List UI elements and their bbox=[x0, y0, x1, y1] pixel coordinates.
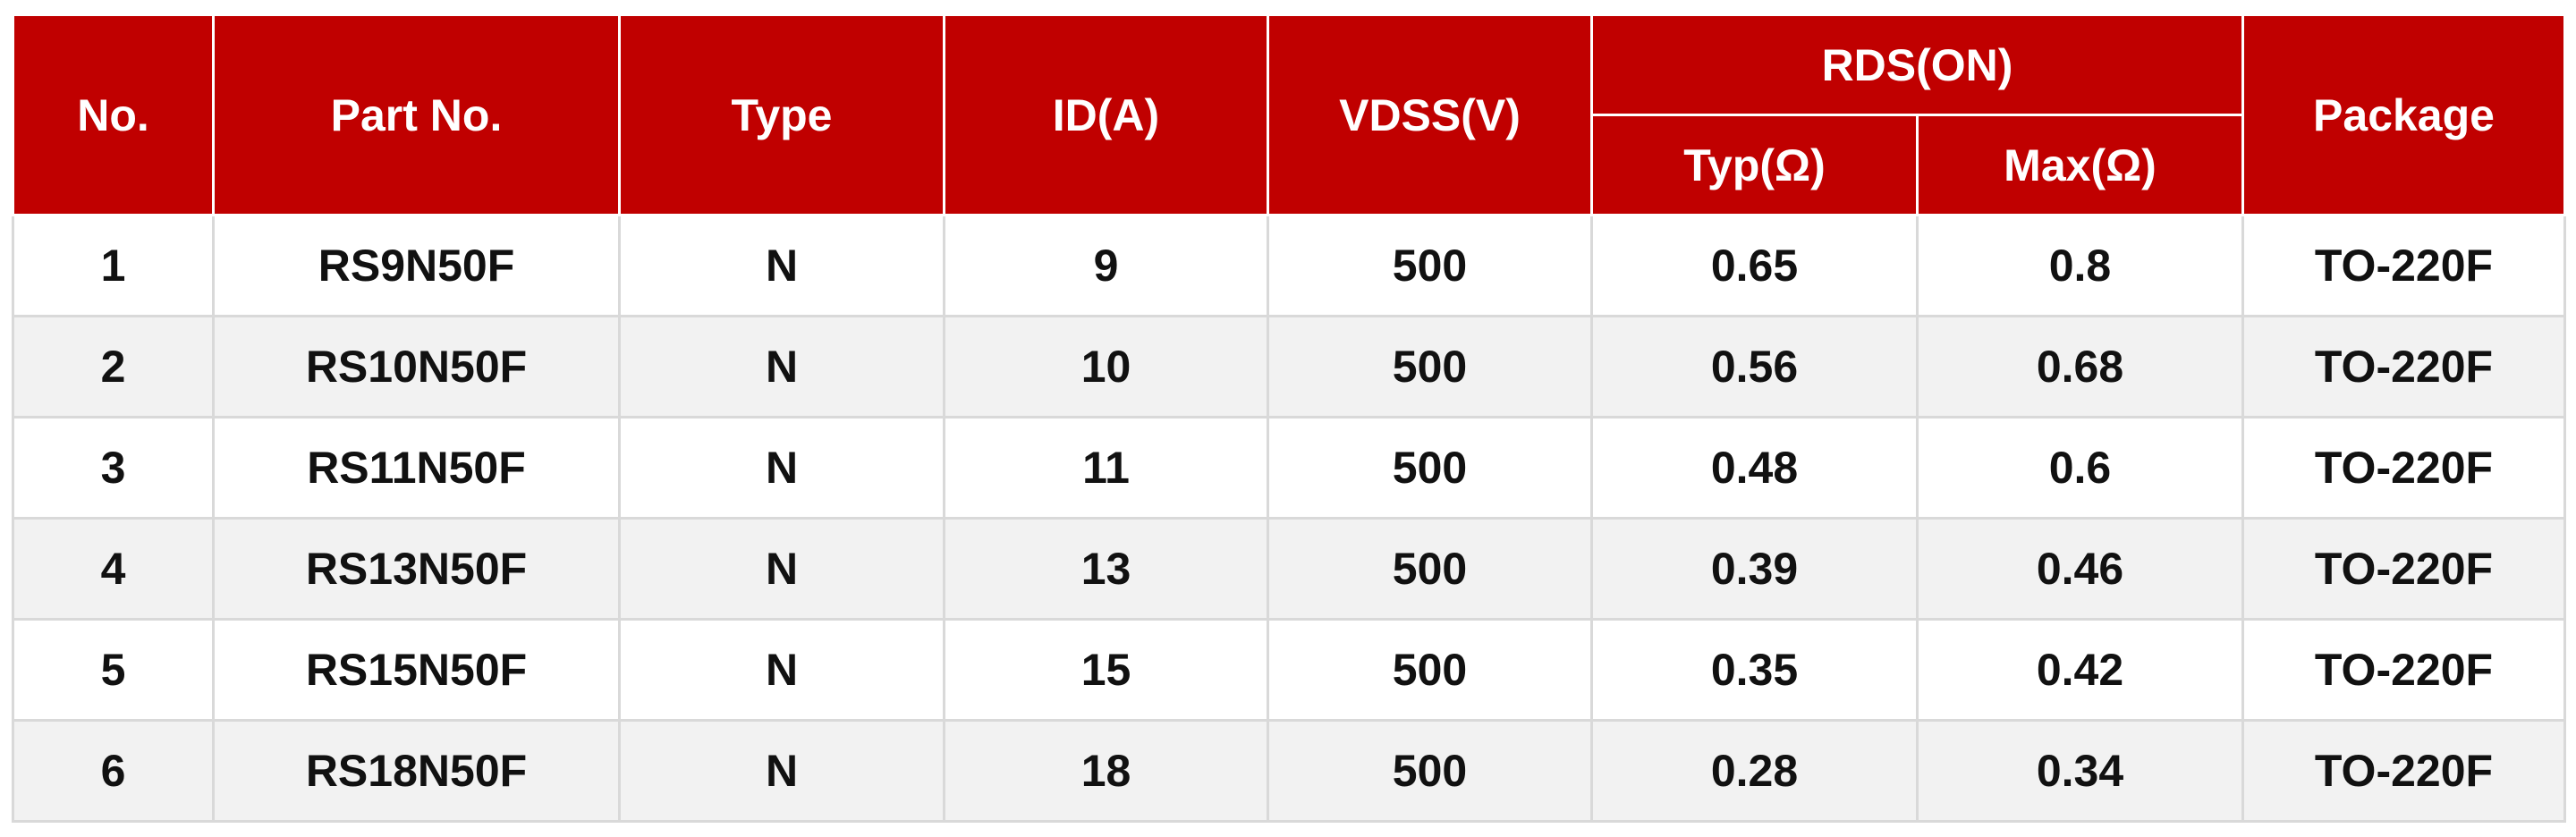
table-cell: 500 bbox=[1267, 517, 1593, 621]
table-cell: 0.68 bbox=[1916, 315, 2244, 418]
table-cell: TO-220F bbox=[2241, 315, 2566, 418]
table-cell: 18 bbox=[943, 719, 1269, 823]
subheader-cell: Max(Ω) bbox=[1916, 114, 2244, 216]
table-cell: TO-220F bbox=[2241, 214, 2566, 317]
table-cell: N bbox=[618, 416, 945, 520]
table-cell: 0.42 bbox=[1916, 618, 2244, 722]
table-cell: 500 bbox=[1267, 719, 1593, 823]
header-cell: Type bbox=[618, 13, 945, 216]
table-cell: RS10N50F bbox=[212, 315, 621, 418]
header-cell: Package bbox=[2241, 13, 2566, 216]
table-cell: 500 bbox=[1267, 315, 1593, 418]
table-cell: TO-220F bbox=[2241, 618, 2566, 722]
header-cell: No. bbox=[12, 13, 215, 216]
table-cell: N bbox=[618, 618, 945, 722]
table-row: 5 RS15N50F N 15 500 0.35 0.42 TO-220F bbox=[12, 618, 2566, 722]
table-cell: 6 bbox=[12, 719, 215, 823]
table-cell: RS18N50F bbox=[212, 719, 621, 823]
table-cell: 0.48 bbox=[1590, 416, 1919, 520]
table-cell: 0.39 bbox=[1590, 517, 1919, 621]
table-cell: 2 bbox=[12, 315, 215, 418]
table-cell: 4 bbox=[12, 517, 215, 621]
table-cell: 500 bbox=[1267, 214, 1593, 317]
table-header: No. Part No. Type ID(A) VDSS(V) RDS(ON) … bbox=[12, 13, 2566, 216]
table-row: 6 RS18N50F N 18 500 0.28 0.34 TO-220F bbox=[12, 719, 2566, 823]
table-cell: 500 bbox=[1267, 618, 1593, 722]
table-cell: 0.8 bbox=[1916, 214, 2244, 317]
header-cell: Part No. bbox=[212, 13, 621, 216]
table-cell: 0.56 bbox=[1590, 315, 1919, 418]
table-cell: RS15N50F bbox=[212, 618, 621, 722]
table-body: 1 RS9N50F N 9 500 0.65 0.8 TO-220F 2 RS10N50F N 10 5… bbox=[12, 214, 2566, 823]
table-cell: 13 bbox=[943, 517, 1269, 621]
table-cell: TO-220F bbox=[2241, 517, 2566, 621]
table-cell: 0.65 bbox=[1590, 214, 1919, 317]
table-cell: 1 bbox=[12, 214, 215, 317]
table-cell: 0.6 bbox=[1916, 416, 2244, 520]
table-cell: 11 bbox=[943, 416, 1269, 520]
table-cell: TO-220F bbox=[2241, 719, 2566, 823]
table-cell: 10 bbox=[943, 315, 1269, 418]
table-row: 2 RS10N50F N 10 500 0.56 0.68 TO-220F bbox=[12, 315, 2566, 418]
header-cell: ID(A) bbox=[943, 13, 1269, 216]
table-cell: 0.28 bbox=[1590, 719, 1919, 823]
table-cell: 15 bbox=[943, 618, 1269, 722]
table-cell: RS13N50F bbox=[212, 517, 621, 621]
table-cell: 5 bbox=[12, 618, 215, 722]
table-cell: 500 bbox=[1267, 416, 1593, 520]
table-cell: N bbox=[618, 214, 945, 317]
table-cell: N bbox=[618, 315, 945, 418]
table-row: 4 RS13N50F N 13 500 0.39 0.46 TO-220F bbox=[12, 517, 2566, 621]
table-row: 3 RS11N50F N 11 500 0.48 0.6 TO-220F bbox=[12, 416, 2566, 520]
table-cell: 0.34 bbox=[1916, 719, 2244, 823]
table-cell: N bbox=[618, 517, 945, 621]
subheader-cell: Typ(Ω) bbox=[1590, 114, 1919, 216]
table-cell: 0.35 bbox=[1590, 618, 1919, 722]
table-cell: 0.46 bbox=[1916, 517, 2244, 621]
header-cell: RDS(ON) bbox=[1590, 13, 2244, 116]
table-cell: RS9N50F bbox=[212, 214, 621, 317]
spec-table: No. Part No. Type ID(A) VDSS(V) RDS(ON) … bbox=[12, 13, 2566, 823]
table-cell: 3 bbox=[12, 416, 215, 520]
table-row: 1 RS9N50F N 9 500 0.65 0.8 TO-220F bbox=[12, 214, 2566, 317]
table-cell: RS11N50F bbox=[212, 416, 621, 520]
table-cell: N bbox=[618, 719, 945, 823]
header-cell: VDSS(V) bbox=[1267, 13, 1593, 216]
table-cell: 9 bbox=[943, 214, 1269, 317]
table-cell: TO-220F bbox=[2241, 416, 2566, 520]
